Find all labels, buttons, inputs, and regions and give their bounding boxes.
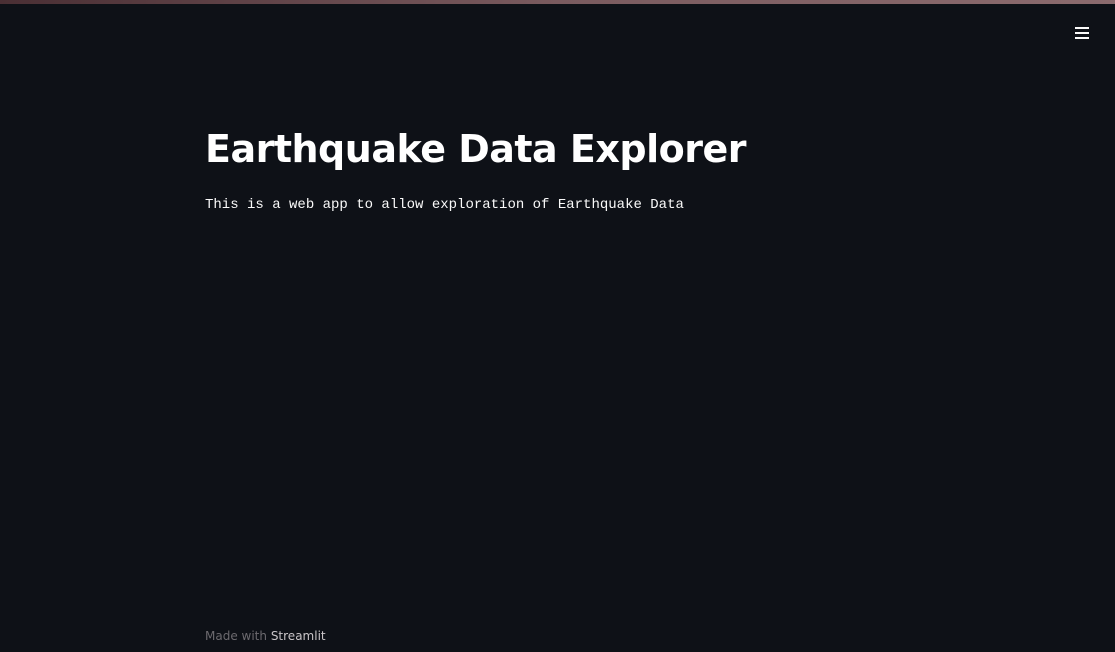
page-title: Earthquake Data Explorer	[205, 127, 747, 171]
main-menu-button[interactable]	[1068, 22, 1096, 44]
app-description: This is a web app to allow exploration o…	[205, 197, 684, 213]
footer-made-with-text: Made with	[205, 629, 267, 643]
top-decoration-stripe	[0, 0, 1115, 4]
hamburger-icon	[1075, 27, 1089, 39]
main-content: Earthquake Data Explorer This is a web a…	[205, 120, 905, 215]
footer: Made with Streamlit	[205, 628, 326, 644]
streamlit-link[interactable]: Streamlit	[270, 629, 326, 643]
